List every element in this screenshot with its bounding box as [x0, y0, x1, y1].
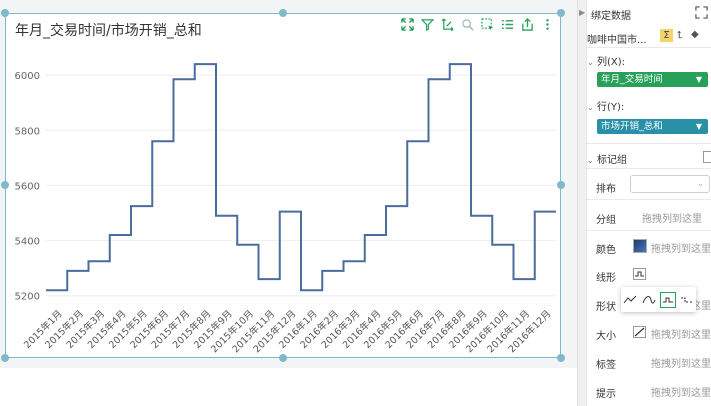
series-line	[46, 63, 556, 292]
color-label: 颜色	[596, 245, 616, 256]
curve-option-icon[interactable]	[641, 292, 657, 308]
resize-handle-tm[interactable]	[279, 9, 287, 17]
eraser-icon[interactable]: ◆	[691, 29, 699, 40]
swap-icon[interactable]: ⮤	[677, 30, 683, 41]
size-drop-zone[interactable]: 拖拽列到这里	[651, 330, 711, 341]
select-icon[interactable]	[479, 16, 496, 33]
y-tick-label: 5200	[15, 292, 40, 303]
group-drop-zone[interactable]: 拖拽列到这里	[642, 214, 702, 225]
panel-header: 绑定数据	[591, 11, 631, 22]
rows-field-label: 市场开销_总和	[601, 121, 663, 132]
polyline-option-icon[interactable]	[622, 292, 638, 308]
chart-toolbar	[399, 16, 556, 34]
swap-axes-icon[interactable]	[439, 16, 456, 33]
dataset-name[interactable]: 咖啡中国市...	[587, 35, 647, 46]
expand-icon[interactable]	[399, 16, 416, 33]
line-chart: 520054005600580060002015年1月2015年2月2015年3…	[15, 63, 556, 355]
rows-field-pill[interactable]: 市场开销_总和 ▼	[597, 119, 708, 134]
resize-handle-tl[interactable]	[1, 9, 9, 17]
resize-handle-ml[interactable]	[1, 181, 9, 189]
layout-label: 排布	[596, 184, 616, 195]
panel-collapse-strip[interactable]: ▶	[578, 0, 587, 406]
color-drop-zone[interactable]: 拖拽列到这里	[651, 244, 711, 255]
chart-card[interactable]: 年月_交易时间/市场开销_总和 5200 5400 5600 5800 6000 2015…	[5, 13, 561, 358]
size-icon[interactable]	[633, 326, 646, 338]
y-tick-label: 5600	[15, 181, 40, 192]
binding-panel: ▶ 绑定数据 咖啡中国市... Σ ⮤ ◆ ⌄ 列(X): 年月_交易时间 ▼ ⌄ 行…	[577, 0, 711, 406]
rows-label: 行(Y):	[597, 102, 625, 113]
chevron-down-icon[interactable]: ⌄	[587, 103, 594, 112]
resize-handle-br[interactable]	[557, 354, 565, 362]
resize-handle-mr[interactable]	[557, 181, 565, 189]
y-tick-label: 6000	[15, 71, 40, 82]
resize-handle-tr[interactable]	[557, 9, 565, 17]
step-option-icon[interactable]	[659, 291, 676, 308]
list-icon[interactable]	[499, 16, 516, 33]
caret-down-icon[interactable]: ▼	[695, 75, 702, 84]
marks-settings-icon[interactable]	[703, 151, 711, 163]
resize-handle-bm[interactable]	[279, 354, 287, 362]
dashed-step-option-icon[interactable]	[679, 292, 695, 308]
tip-drop-zone[interactable]: 拖拽列到这里	[651, 388, 711, 399]
marks-label: 标记组	[597, 155, 627, 166]
export-icon[interactable]	[519, 16, 536, 33]
columns-field-pill[interactable]: 年月_交易时间 ▼	[597, 72, 708, 87]
line-shape-label: 线形	[596, 273, 616, 284]
tag-drop-zone[interactable]: 拖拽列到这里	[651, 359, 711, 370]
canvas-area: 年月_交易时间/市场开销_总和 5200 5400 5600 5800 6000 2015…	[0, 0, 577, 406]
collapse-arrow-icon[interactable]: ▶	[579, 8, 586, 17]
zoom-icon[interactable]	[459, 16, 476, 33]
chevron-down-icon[interactable]: ⌄	[587, 58, 594, 67]
more-icon[interactable]	[539, 16, 556, 33]
caret-down-icon[interactable]: ▼	[695, 122, 702, 131]
layout-select[interactable]: ⌄	[630, 175, 710, 193]
group-label: 分组	[596, 215, 616, 226]
divider	[587, 230, 711, 231]
resize-handle-bl[interactable]	[1, 354, 9, 362]
chevron-down-icon[interactable]: ⌄	[587, 156, 594, 165]
color-swatch[interactable]	[633, 239, 647, 253]
divider	[587, 199, 711, 200]
canvas-bottom	[0, 368, 577, 406]
y-tick-label: 5400	[15, 237, 40, 248]
divider	[587, 168, 711, 169]
shape-label: 形状	[596, 302, 616, 313]
chevron-down-icon[interactable]: ⌄	[697, 179, 704, 188]
size-label: 大小	[596, 331, 616, 342]
divider	[587, 143, 711, 144]
columns-label: 列(X):	[597, 57, 626, 68]
columns-field-label: 年月_交易时间	[601, 74, 663, 85]
line-shape-popup	[621, 287, 696, 312]
tag-label: 标签	[596, 360, 616, 371]
tip-label: 提示	[596, 389, 616, 400]
chart-title: 年月_交易时间/市场开销_总和	[15, 23, 202, 39]
divider	[587, 47, 711, 48]
fullscreen-icon[interactable]	[695, 6, 708, 22]
filter-icon[interactable]	[419, 16, 436, 33]
y-tick-label: 5800	[15, 126, 40, 137]
sum-icon[interactable]: Σ	[660, 29, 673, 42]
step-line-icon[interactable]	[633, 268, 646, 280]
